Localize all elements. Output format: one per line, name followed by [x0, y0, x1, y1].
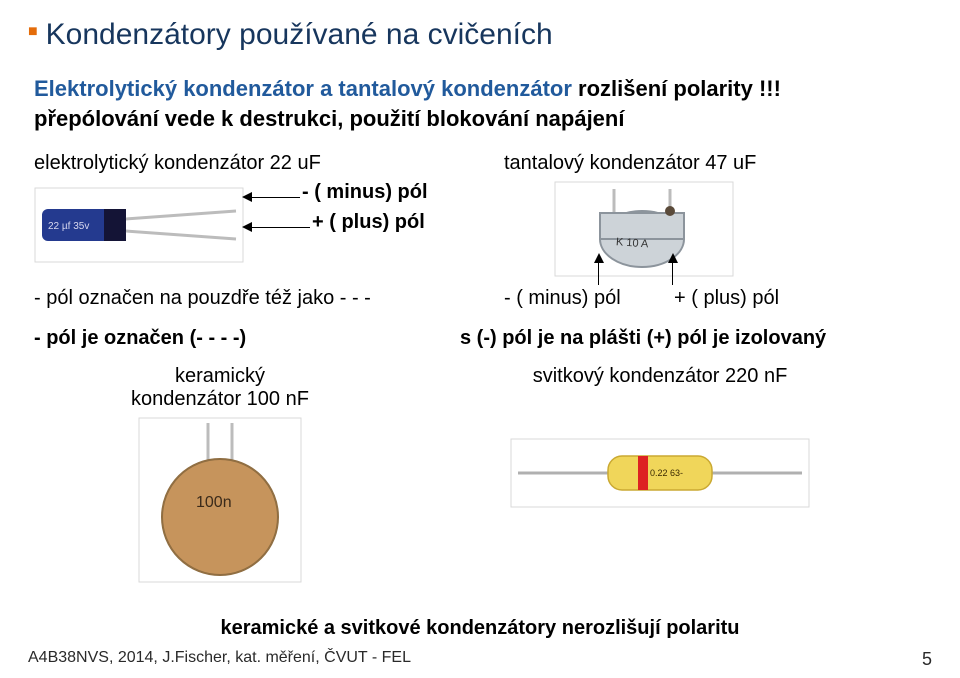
tantalum-capacitor-image: K 10 A — [554, 181, 734, 277]
foil-capacitor-image: 0.22 63- — [510, 438, 810, 508]
footer-left-text: A4B38NVS, 2014, J.Fischer, kat. měření, … — [28, 649, 411, 670]
column-labels-row: elektrolytický kondenzátor 22 uF tantalo… — [34, 152, 932, 175]
svg-text:K 10 A: K 10 A — [616, 236, 650, 250]
right-column-label: tantalový kondenzátor 47 uF — [504, 152, 756, 175]
tantalum-minus-label: - ( minus) pól — [504, 287, 621, 310]
svg-text:100n: 100n — [196, 494, 232, 511]
tant-plus-arrow-line — [672, 261, 673, 285]
tant-minus-arrow-head — [594, 253, 604, 263]
minus-pole-label: - ( minus) pól — [302, 181, 428, 204]
footer: keramické a svitkové kondenzátory nerozl… — [0, 649, 960, 670]
plus-arrow-line — [252, 227, 310, 228]
title-text: Kondenzátory používané na cvičeních — [46, 18, 553, 51]
bullet-dot: ■ — [28, 23, 38, 40]
svg-text:0.22 63-: 0.22 63- — [650, 468, 683, 478]
ceramic-column: keramický kondenzátor 100 nF 100n — [70, 365, 370, 583]
bottom-note: keramické a svitkové kondenzátory nerozl… — [0, 617, 960, 640]
ceramic-label-line1: keramický — [175, 365, 265, 387]
tantalum-plus-label: + ( plus) pól — [674, 287, 779, 310]
subtitle-black: rozlišení polarity !!! — [572, 76, 781, 101]
plus-pole-label: + ( plus) pól — [312, 211, 425, 234]
note-left-1: - pól označen na pouzdře též jako - - - — [34, 287, 371, 310]
electrolytic-capacitor-image: 22 µf 35v — [34, 187, 244, 263]
foil-column: svitkový kondenzátor 220 nF 0.22 63- — [470, 365, 850, 583]
mid-diagram-block: 22 µf 35v - ( minus) pól + ( plus) pól K… — [34, 181, 932, 361]
plus-arrow-head — [242, 222, 252, 232]
minus-arrow-line — [252, 197, 300, 198]
note-left-2: - pól je označen (- - - -) — [34, 327, 246, 350]
tant-plus-arrow-head — [668, 253, 678, 263]
ceramic-label-line2: kondenzátor 100 nF — [131, 388, 309, 410]
slide-page: ■ Kondenzátory používané na cvičeních Ele… — [0, 0, 960, 678]
svg-text:22 µf 35v: 22 µf 35v — [48, 221, 89, 232]
ceramic-label: keramický kondenzátor 100 nF — [131, 365, 309, 411]
foil-label: svitkový kondenzátor 220 nF — [533, 365, 788, 388]
tant-minus-arrow-line — [598, 261, 599, 285]
ceramic-capacitor-image: 100n — [138, 417, 302, 583]
page-title: ■ Kondenzátory používané na cvičeních — [28, 18, 932, 52]
lower-images-row: keramický kondenzátor 100 nF 100n svitko… — [70, 365, 932, 583]
page-number: 5 — [922, 649, 932, 670]
minus-arrow-head — [242, 192, 252, 202]
subtitle-line-1: Elektrolytický kondenzátor a tantalový k… — [34, 76, 932, 102]
left-column-label: elektrolytický kondenzátor 22 uF — [34, 152, 504, 175]
subtitle-blue: Elektrolytický kondenzátor a tantalový k… — [34, 76, 572, 101]
subtitle-line-2: přepólování vede k destrukci, použití bl… — [34, 106, 932, 132]
note-right: s (-) pól je na plášti (+) pól je izolov… — [460, 327, 826, 350]
